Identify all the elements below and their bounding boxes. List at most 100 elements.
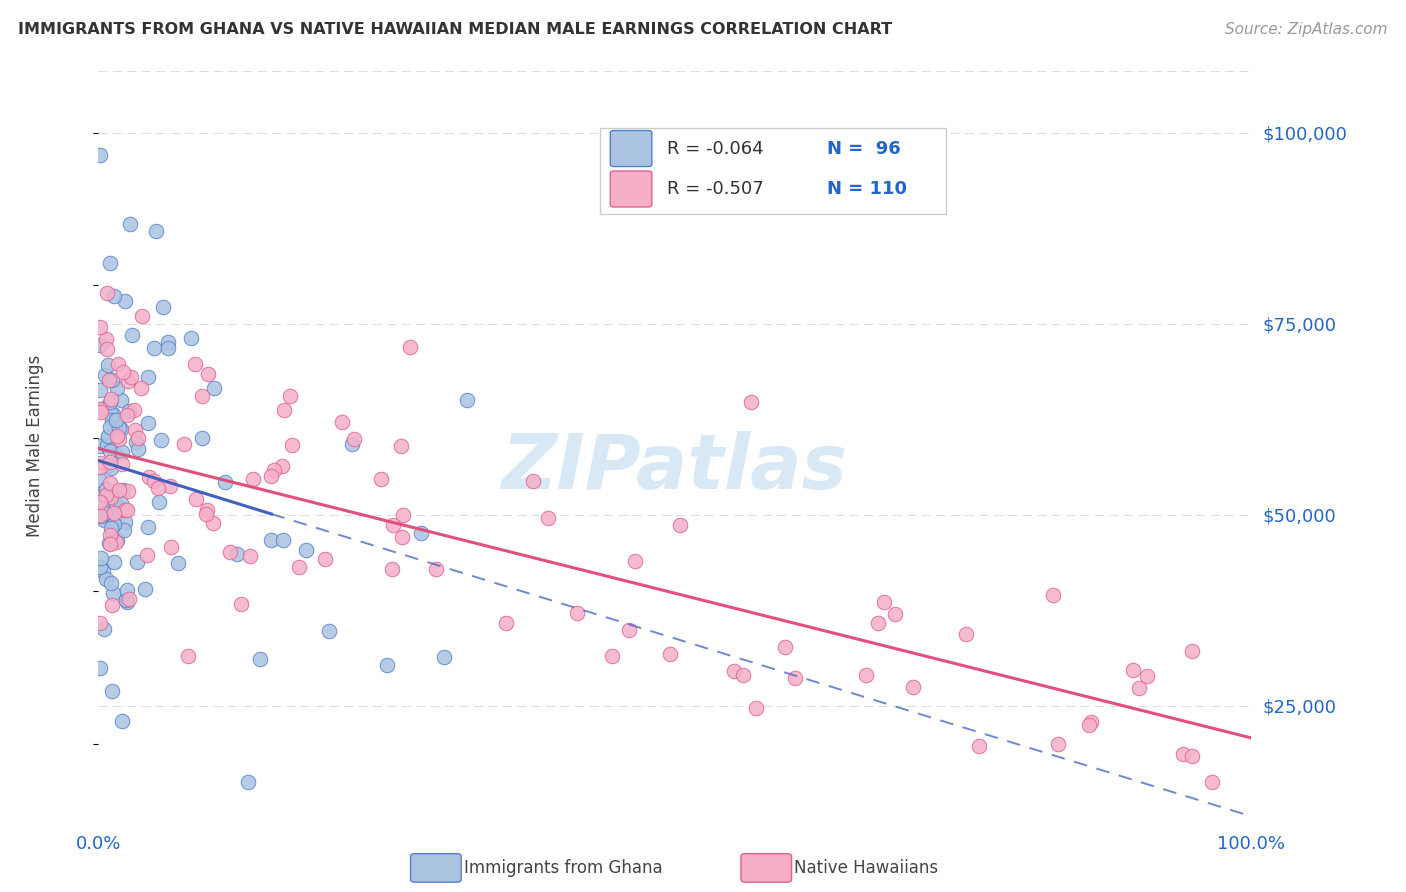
Point (111, 458, 134, 472)
Point (89, 494, 111, 508)
Point (91, 487, 114, 501)
Point (785, 671, 807, 685)
Point (197, 503, 219, 517)
Point (330, 416, 353, 430)
Text: Immigrants from Ghana: Immigrants from Ghana (464, 859, 662, 877)
Point (619, 623, 641, 637)
Point (94, 368, 117, 382)
Point (260, 533, 283, 547)
Point (343, 432, 366, 446)
Point (967, 739, 990, 753)
Point (125, 434, 148, 449)
Point (160, 541, 183, 555)
Point (111, 714, 134, 728)
Point (100, 490, 122, 504)
Point (1042, 588, 1064, 602)
Point (89, 439, 111, 453)
Point (117, 375, 139, 389)
Point (731, 668, 754, 682)
Point (1201, 775, 1223, 789)
Point (103, 512, 125, 526)
Point (202, 381, 225, 395)
Point (370, 472, 392, 486)
Point (127, 442, 149, 457)
Point (135, 549, 157, 563)
Point (89, 456, 111, 470)
Point (156, 341, 179, 355)
Point (195, 507, 218, 521)
Point (723, 665, 745, 679)
Point (90, 509, 112, 524)
Point (101, 526, 124, 541)
Point (98, 475, 121, 490)
Point (111, 364, 134, 378)
Point (124, 402, 146, 417)
Point (108, 421, 131, 435)
Point (98, 528, 121, 542)
Point (218, 545, 240, 559)
Point (522, 475, 544, 489)
Point (381, 562, 404, 576)
Point (1173, 747, 1195, 762)
Point (101, 684, 124, 698)
Point (111, 444, 134, 458)
Point (96, 286, 118, 301)
Point (901, 680, 924, 694)
Point (89, 383, 111, 397)
Point (115, 582, 138, 597)
Point (159, 478, 181, 492)
Point (623, 554, 645, 568)
Point (98, 394, 121, 409)
Point (118, 217, 141, 231)
Point (389, 439, 412, 453)
Point (201, 516, 224, 530)
Point (108, 432, 131, 446)
Point (382, 518, 405, 533)
Text: Native Hawaiians: Native Hawaiians (794, 859, 939, 877)
Point (90, 550, 112, 565)
Point (114, 293, 136, 308)
Point (271, 458, 294, 473)
Point (263, 462, 285, 476)
Point (668, 517, 690, 532)
Point (103, 289, 125, 303)
Point (96, 438, 118, 452)
Point (249, 652, 271, 666)
Point (134, 582, 156, 596)
Point (104, 412, 127, 426)
Point (659, 647, 682, 661)
Point (100, 407, 122, 421)
Point (873, 595, 896, 609)
Point (146, 481, 169, 495)
Point (143, 341, 166, 355)
Point (391, 530, 413, 544)
Point (1128, 681, 1150, 695)
Point (745, 701, 768, 715)
Point (105, 381, 128, 395)
Point (184, 491, 207, 506)
Point (100, 412, 122, 426)
Point (191, 431, 214, 445)
Point (93, 513, 115, 527)
Point (89, 402, 111, 417)
Text: Median Male Earnings: Median Male Earnings (25, 355, 44, 537)
Point (278, 389, 301, 403)
Point (89, 473, 111, 487)
Point (89, 559, 111, 574)
Point (96, 342, 118, 356)
Point (173, 437, 195, 451)
Point (238, 775, 260, 789)
Point (214, 475, 236, 489)
Point (89, 148, 111, 162)
Point (260, 468, 283, 483)
Point (156, 335, 179, 350)
Point (101, 599, 124, 613)
Point (110, 422, 132, 436)
Point (101, 407, 124, 421)
Point (180, 331, 202, 345)
Point (118, 404, 141, 418)
Point (112, 483, 135, 498)
Text: Source: ZipAtlas.com: Source: ZipAtlas.com (1225, 22, 1388, 37)
Point (100, 576, 122, 591)
Point (108, 483, 131, 498)
